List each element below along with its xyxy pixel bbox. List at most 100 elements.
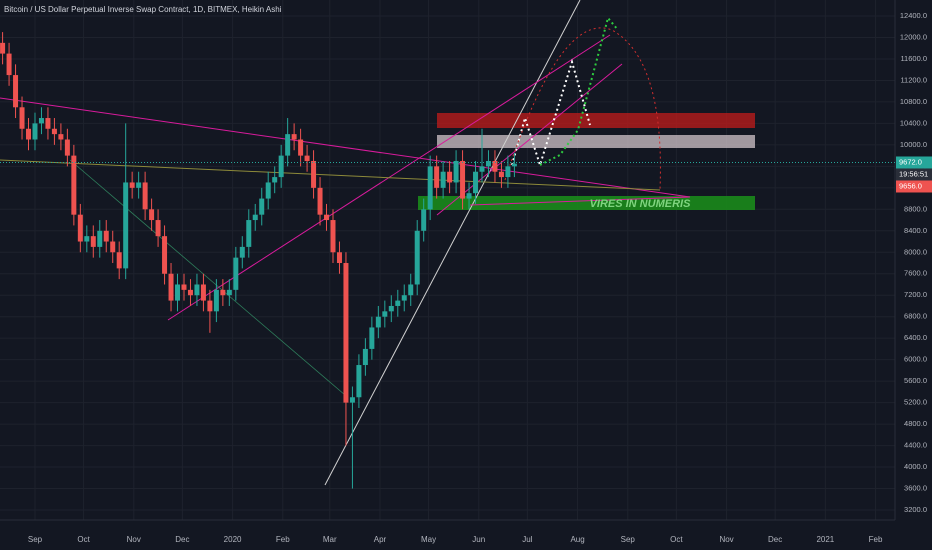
y-tick-label: 12400.0 <box>900 11 927 20</box>
candle-body <box>175 284 181 301</box>
candle-body <box>498 171 504 178</box>
chart-title: Bitcoin / US Dollar Perpetual Inverse Sw… <box>4 5 282 14</box>
x-tick-label: Apr <box>374 535 387 544</box>
candle-body <box>0 42 6 54</box>
trend-line <box>0 97 691 198</box>
candle-body <box>304 155 310 161</box>
candle-body <box>485 160 491 167</box>
candle-body <box>375 316 381 328</box>
y-tick-label: 6000.0 <box>904 355 927 364</box>
y-tick-label: 7600.0 <box>904 269 927 278</box>
candle-body <box>32 123 38 140</box>
y-tick-label: 8400.0 <box>904 226 927 235</box>
y-tick-label: 4400.0 <box>904 441 927 450</box>
x-tick-label: Nov <box>719 535 733 544</box>
x-tick-label: Oct <box>670 535 683 544</box>
candle-body <box>207 300 213 312</box>
x-tick-label: Sep <box>28 535 43 544</box>
y-tick-label: 5200.0 <box>904 398 927 407</box>
candles <box>0 32 517 489</box>
candle-body <box>129 182 135 188</box>
price-tag <box>896 180 932 193</box>
y-tick-label: 3200.0 <box>904 505 927 514</box>
countdown-label: 19:56:51 <box>899 169 928 178</box>
drawings: VIRES IN NUMERIS <box>0 0 755 486</box>
candle-body <box>252 214 258 221</box>
y-tick-label: 10800.0 <box>900 97 927 106</box>
candle-body <box>265 182 271 199</box>
candle-body <box>311 160 317 188</box>
y-tick-label: 4000.0 <box>904 462 927 471</box>
candle-body <box>421 209 427 231</box>
candle-body <box>427 166 433 210</box>
projection-arc <box>504 27 661 191</box>
x-tick-label: Dec <box>768 535 782 544</box>
last-price-label: 9672.0 <box>899 157 922 166</box>
trend-line <box>469 196 691 206</box>
x-tick-label: Jul <box>522 535 532 544</box>
trend-line <box>436 63 623 216</box>
candle-body <box>19 107 25 129</box>
candle-body <box>298 139 304 156</box>
candle-body <box>162 236 168 274</box>
candle-body <box>155 220 161 237</box>
candle-body <box>511 163 517 167</box>
candle-body <box>58 134 64 140</box>
candle-body <box>84 236 90 242</box>
candle-body <box>349 397 355 403</box>
annotation: VIRES IN NUMERIS <box>590 198 692 210</box>
candle-body <box>194 284 200 296</box>
candle-body <box>220 289 226 296</box>
candle-body <box>233 257 239 290</box>
candle-body <box>97 230 103 247</box>
candle-body <box>356 365 362 398</box>
x-tick-label: Feb <box>276 535 290 544</box>
price-axis <box>895 0 932 550</box>
candle-body <box>434 166 440 188</box>
candle-body <box>142 182 148 210</box>
x-tick-label: May <box>421 535 436 544</box>
candle-body <box>401 295 407 301</box>
y-tick-label: 11200.0 <box>900 75 927 84</box>
candle-body <box>71 155 77 215</box>
trend-line <box>324 0 581 486</box>
y-tick-label: 8000.0 <box>904 247 927 256</box>
candle-body <box>317 187 323 215</box>
candle-body <box>388 305 394 312</box>
y-tick-label: 12000.0 <box>900 32 927 41</box>
candle-body <box>473 171 479 194</box>
candle-body <box>90 236 96 247</box>
candle-body <box>343 263 349 403</box>
candle-body <box>440 171 446 188</box>
price-label: 9656.0 <box>899 181 922 190</box>
axes: 3200.0 3600.0 4000.0 4400.0 4800.0 5200.0 5600… <box>0 11 932 544</box>
x-tick-label: Dec <box>175 535 189 544</box>
candle-body <box>285 134 291 156</box>
candle-body <box>395 300 401 306</box>
candle-body <box>246 220 252 247</box>
y-tick-label: 6400.0 <box>904 333 927 342</box>
candle-body <box>324 214 330 221</box>
candle-body <box>466 193 472 199</box>
countdown-tag <box>896 168 932 181</box>
x-tick-label: Jun <box>472 535 485 544</box>
candle-body <box>453 160 459 183</box>
candle-body <box>181 284 187 290</box>
candle-body <box>13 75 19 108</box>
last-price-tag <box>896 156 932 169</box>
candle-body <box>51 128 57 135</box>
y-tick-label: 5600.0 <box>904 376 927 385</box>
candle-body <box>168 273 174 301</box>
candle-body <box>460 160 466 199</box>
trend-line <box>69 159 346 396</box>
candle-body <box>414 230 420 285</box>
resistance-zone <box>437 113 755 128</box>
candle-body <box>479 166 485 172</box>
candle-body <box>330 220 336 253</box>
candle-body <box>45 118 51 129</box>
y-tick-label: 10000.0 <box>900 140 927 149</box>
grey-zone <box>437 135 755 148</box>
candle-body <box>187 289 193 296</box>
